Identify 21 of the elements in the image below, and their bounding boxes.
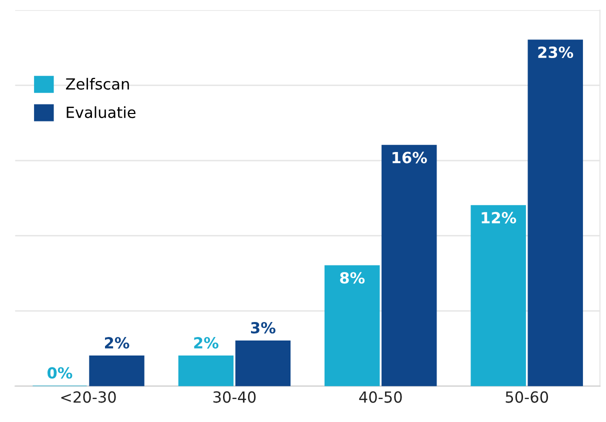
x-tick-label: 30-40 — [213, 391, 256, 403]
x-tick-label: <20-30 — [61, 391, 116, 403]
legend-label: Evaluatie — [66, 106, 136, 118]
bar — [324, 265, 380, 386]
data-label: 8% — [340, 272, 365, 284]
bar — [178, 355, 234, 386]
bar — [235, 340, 291, 386]
x-tick-label: 40-50 — [359, 391, 402, 403]
bar — [382, 144, 437, 386]
x-tick-label: 50-60 — [506, 391, 548, 403]
data-label: 3% — [251, 322, 276, 334]
data-label: 0% — [48, 367, 72, 379]
data-label: 12% — [482, 212, 516, 224]
bar — [89, 355, 144, 386]
data-label: 23% — [538, 46, 574, 58]
data-label: 2% — [104, 337, 130, 349]
legend-label: Zelfscan — [66, 78, 129, 90]
data-label: 2% — [194, 337, 218, 349]
data-label: 16% — [392, 152, 427, 164]
bar — [470, 205, 526, 386]
bar — [528, 40, 583, 386]
